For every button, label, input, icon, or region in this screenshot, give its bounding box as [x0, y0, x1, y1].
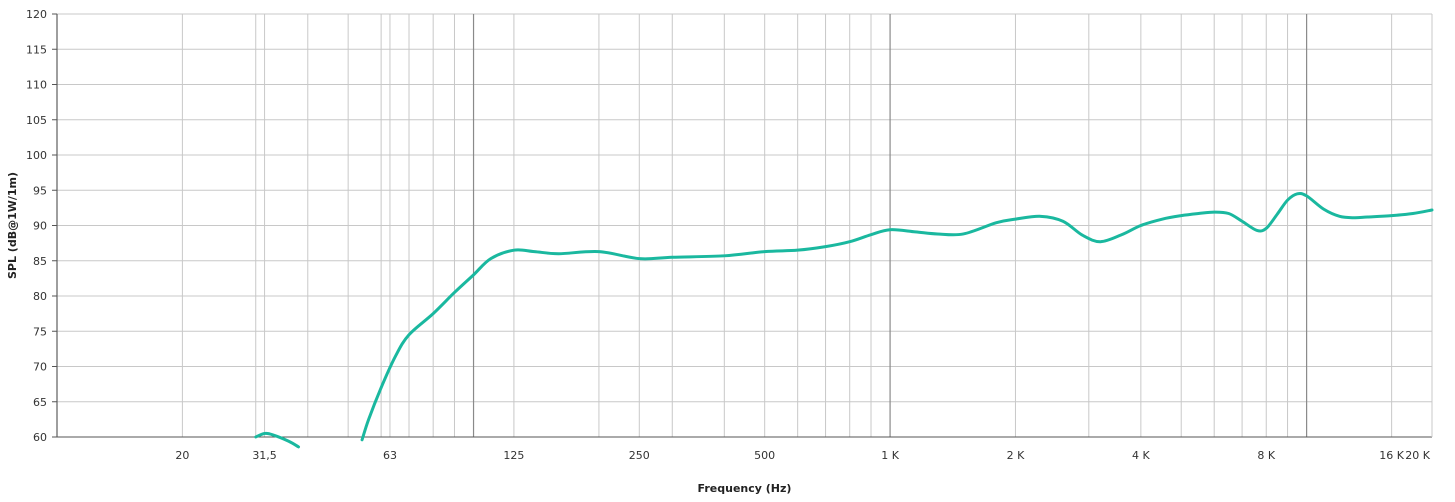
spl-response-line — [360, 191, 1434, 442]
y-tick-label: 60 — [33, 431, 47, 444]
x-tick-label: 63 — [383, 449, 397, 462]
y-tick-label: 120 — [26, 8, 47, 21]
x-tick-label: 2 K — [1007, 449, 1025, 462]
x-tick-label: 500 — [754, 449, 775, 462]
spl-response-line — [254, 431, 300, 449]
x-tick-label: 8 K — [1257, 449, 1275, 462]
y-tick-label: 70 — [33, 361, 47, 374]
x-axis-title: Frequency (Hz) — [698, 482, 792, 495]
series-lines — [254, 191, 1434, 449]
x-tick-label: 1 K — [881, 449, 899, 462]
x-tick-label: 20 K — [1405, 449, 1430, 462]
x-tick-label: 250 — [629, 449, 650, 462]
x-axis-ticks: 20 31,5 63 125 250 500 1 K 2 K 4 K 8 K 16 K 20 K — [175, 449, 1430, 462]
y-tick-label: 105 — [26, 114, 47, 127]
x-tick-label: 20 — [175, 449, 189, 462]
y-tick-label: 65 — [33, 396, 47, 409]
y-axis-ticks: 60 65 70 75 80 85 90 95 100 105 110 115 120 — [26, 8, 57, 444]
y-tick-label: 100 — [26, 149, 47, 162]
y-tick-label: 85 — [33, 255, 47, 268]
y-axis-title: SPL (dB@1W/1m) — [6, 172, 19, 279]
x-tick-label: 125 — [503, 449, 524, 462]
y-tick-label: 90 — [33, 220, 47, 233]
x-tick-label: 16 K — [1379, 449, 1404, 462]
y-tick-label: 95 — [33, 184, 47, 197]
x-tick-label: 31,5 — [252, 449, 277, 462]
y-tick-label: 75 — [33, 325, 47, 338]
y-tick-label: 80 — [33, 290, 47, 303]
x-tick-label: 4 K — [1132, 449, 1150, 462]
y-tick-label: 115 — [26, 43, 47, 56]
y-tick-label: 110 — [26, 79, 47, 92]
